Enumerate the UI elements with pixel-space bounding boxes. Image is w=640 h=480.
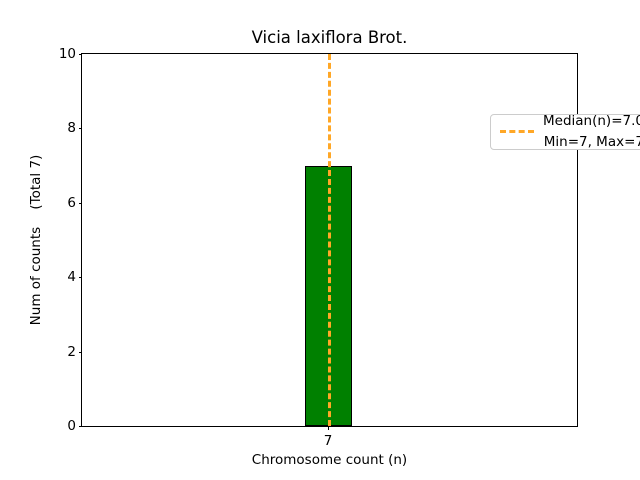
ytick-mark <box>78 426 82 427</box>
plot-area: 0 2 4 6 8 10 7 <box>59 46 640 449</box>
legend-row: Median(n)=7.0 Min=7, Max=7 <box>500 113 640 150</box>
ytick-label: 4 <box>67 269 76 286</box>
legend: Median(n)=7.0 Min=7, Max=7 <box>490 113 640 150</box>
legend-texts: Median(n)=7.0 Min=7, Max=7 <box>543 111 640 153</box>
ytick-label: 8 <box>67 120 76 137</box>
x-axis-label: Chromosome count (n) <box>251 452 408 468</box>
ytick-label: 0 <box>67 418 76 434</box>
y-axis-label: Num of counts (Total 7) <box>28 154 44 326</box>
ytick-mark <box>78 128 82 130</box>
ytick-label: 6 <box>67 194 76 211</box>
chart-title: Vicia laxiflora Brot. <box>251 28 408 47</box>
ytick-mark <box>78 54 82 55</box>
legend-label-minmax: Min=7, Max=7 <box>543 133 640 150</box>
dashed-line-icon <box>500 130 534 133</box>
ytick-mark <box>78 277 82 279</box>
median-line <box>328 54 331 426</box>
ytick-mark <box>78 202 82 204</box>
ytick-label: 2 <box>67 343 76 360</box>
legend-label-median: Median(n)=7.0 <box>543 112 640 129</box>
ytick-mark <box>78 351 82 353</box>
xtick-mark <box>328 426 329 430</box>
plot-inner <box>82 54 577 426</box>
ytick-label: 10 <box>58 46 76 62</box>
xtick-label: 7 <box>323 433 333 449</box>
